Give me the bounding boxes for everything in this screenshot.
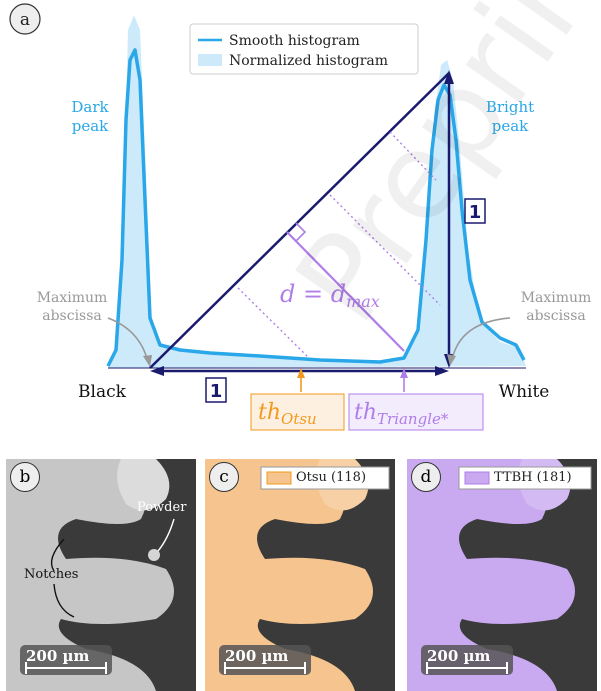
normalized-histogram-fill [108, 15, 526, 368]
black-label: Black [78, 382, 127, 402]
dark-peak-line2: peak [72, 117, 109, 135]
unit-box-bottom [205, 377, 227, 403]
perpendicular-dotted-1 [237, 287, 309, 358]
perpendicular-dotted-3 [389, 131, 437, 181]
legend-box [189, 23, 419, 75]
max-abscissa-left-l2: abscissa [42, 308, 102, 324]
otsu-arrow-head [297, 368, 305, 378]
panel-d-badge: d [411, 462, 441, 492]
left-arrow-head [150, 366, 164, 376]
panel-d-scale-label: 200 µm [427, 647, 491, 665]
panel-d-image [407, 459, 597, 691]
max-abscissa-right-l1: Maximum [521, 290, 592, 306]
triangle-hypotenuse [149, 72, 450, 369]
legend-normalized-swatch [198, 54, 222, 66]
panel-c-image [205, 459, 395, 691]
dmax-label: d = dmax [280, 280, 380, 311]
right-angle-marker [295, 222, 307, 242]
top-arrow-head [444, 70, 454, 84]
bright-peak-line1: Bright [486, 98, 534, 116]
max-abscissa-left-l1: Maximum [37, 290, 108, 306]
dark-peak-line1: Dark [71, 98, 109, 116]
otsu-label-box [250, 393, 345, 431]
smooth-histogram-curve [106, 48, 526, 367]
panel-b-image [6, 459, 196, 691]
panel-c: c Otsu (118) 200 µm [205, 459, 395, 691]
notches-label: Notches [24, 567, 79, 582]
unit-label-bottom: 1 [210, 381, 223, 402]
triangle-threshold-arrow-head [400, 368, 408, 378]
panel-b: b Powder Notches 200 µm [6, 459, 196, 691]
legend-smooth-label: Smooth histogram [229, 33, 360, 49]
panel-c-legend: Otsu (118) [296, 470, 367, 485]
panel-b-badge: b [10, 462, 40, 492]
panel-a-figure: Smooth histogram Normalized histogram a … [9, 0, 601, 431]
powder-label: Powder [137, 500, 187, 515]
bright-peak-line2: peak [492, 117, 529, 135]
panel-a-badge [9, 3, 41, 35]
panel-c-scale-label: 200 µm [225, 647, 289, 665]
max-abscissa-right-head [447, 354, 456, 366]
dmax-line [286, 231, 405, 352]
unit-label-right: 1 [469, 202, 482, 223]
panel-a-letter: a [20, 10, 30, 30]
white-label: White [499, 382, 550, 402]
panel-d-legend: TTBH (181) [494, 470, 572, 485]
right-arrow-head [435, 366, 449, 376]
panel-c-badge: c [209, 462, 239, 492]
panel-d: d TTBH (181) 200 µm [407, 459, 597, 691]
max-abscissa-right-arrow [451, 317, 511, 361]
max-abscissa-right-l2: abscissa [526, 308, 586, 324]
panel-b-scale-label: 200 µm [26, 647, 90, 665]
legend-normalized-label: Normalized histogram [229, 53, 388, 69]
perpendicular-dotted-2 [329, 194, 441, 306]
max-abscissa-left-head [143, 355, 152, 367]
unit-box-right [464, 198, 486, 224]
triangle-label-box [348, 393, 484, 431]
